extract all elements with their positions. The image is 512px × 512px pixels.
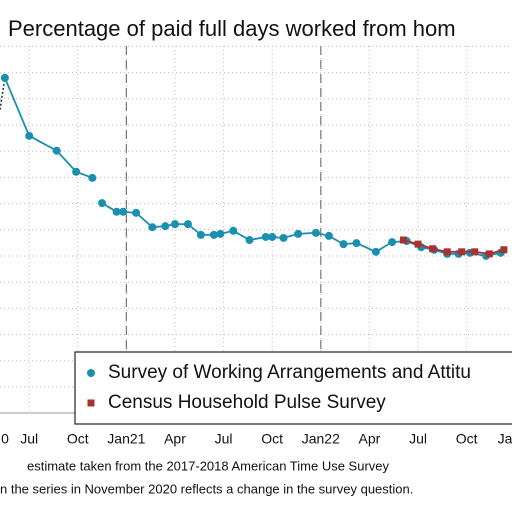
point	[294, 229, 303, 238]
x-tick-label: Apr	[359, 431, 381, 447]
point	[279, 233, 288, 242]
point	[170, 220, 179, 229]
point	[98, 199, 107, 208]
x-tick-label: Oct	[456, 431, 478, 447]
point	[458, 248, 466, 256]
x-tick-label: Jan21	[107, 431, 145, 447]
footnote: estimate taken from the 2017-2018 Americ…	[27, 458, 390, 473]
point	[324, 231, 333, 240]
x-tick-label: Jul	[20, 431, 38, 447]
grid: 0 Jul Oct Jan21 Apr Jul Oct Jan22 Apr Jul Oct Ja	[0, 45, 512, 447]
point	[388, 238, 397, 247]
legend-label: Survey of Working Arrangements and Attit…	[108, 362, 471, 383]
point	[183, 220, 192, 229]
legend: Survey of Working Arrangements and Attit…	[87, 362, 471, 413]
chart-title: Percentage of paid full days worked from…	[8, 16, 456, 41]
x-tick-label: Jan22	[302, 431, 340, 447]
point	[88, 173, 97, 182]
point	[52, 146, 61, 155]
point	[132, 208, 141, 217]
point	[371, 247, 380, 256]
point	[399, 236, 407, 244]
point	[196, 230, 205, 239]
x-tick-label: Ja	[498, 431, 512, 447]
x-tick-label: Oct	[67, 431, 89, 447]
point	[352, 239, 361, 248]
legend-label: Census Household Pulse Survey	[108, 392, 386, 413]
point	[311, 228, 320, 237]
point	[0, 73, 9, 82]
point	[500, 246, 508, 254]
point	[72, 167, 81, 176]
x-tick-label: Jul	[409, 431, 427, 447]
legend-marker	[87, 399, 95, 407]
x-tick-label: 0	[1, 431, 9, 447]
point	[268, 232, 277, 241]
legend-box	[74, 351, 512, 425]
point	[471, 248, 479, 256]
x-tick-label: Oct	[261, 431, 283, 447]
point	[216, 229, 225, 238]
point	[414, 240, 422, 248]
point	[261, 232, 270, 241]
point	[119, 207, 128, 216]
point	[229, 226, 238, 235]
x-tick-label: Jul	[215, 431, 233, 447]
point	[112, 207, 121, 216]
point	[339, 240, 348, 249]
point	[443, 248, 451, 256]
footnote: n the series in November 2020 reflects a…	[0, 481, 413, 496]
legend-marker	[87, 369, 95, 377]
point	[245, 236, 254, 245]
point	[209, 230, 218, 239]
point	[429, 245, 437, 253]
point	[485, 250, 493, 258]
x-tick-label: Apr	[164, 431, 186, 447]
point	[148, 223, 157, 232]
point	[25, 131, 34, 140]
series-line	[0, 77, 6, 110]
point	[161, 222, 170, 231]
plot	[0, 73, 508, 260]
